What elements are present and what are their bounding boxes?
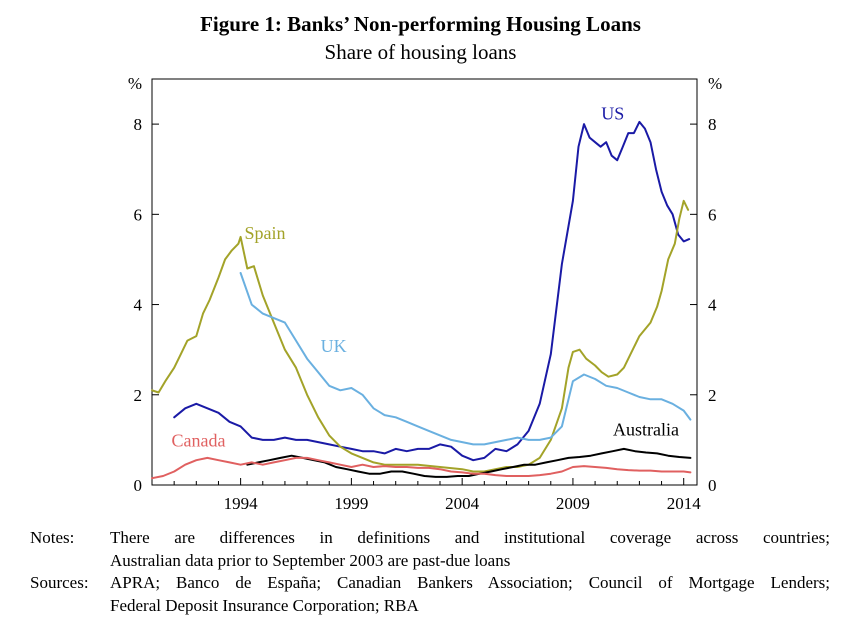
y-tick-label-left-0: 0	[134, 476, 143, 495]
y-unit-left: %	[128, 74, 142, 93]
series-lines	[151, 120, 692, 480]
y-unit-right: %	[708, 74, 722, 93]
notes-body: There are differences in definitions and…	[110, 527, 830, 572]
chart-axes: 0 0 2 2 4 4 6 6 8 8% % 1994 1999 2004 2009 2014	[128, 74, 722, 513]
y-tick-label-right-0: 0	[708, 476, 717, 495]
series-label-spain: Spain	[244, 223, 285, 243]
plot-frame	[151, 78, 698, 486]
sources-row: Sources: APRA; Banco de España; Canadian…	[30, 572, 830, 617]
series-line-canada	[151, 456, 692, 480]
y-tick-label-right-3: 6	[708, 205, 717, 224]
series-line-spain	[151, 199, 690, 473]
y-tick-label-left-3: 6	[134, 205, 143, 224]
series-line-uk	[239, 272, 692, 446]
series-label-us: US	[601, 104, 624, 124]
chart-subtitle: Share of housing loans	[324, 40, 517, 64]
notes-block: Notes: There are differences in definiti…	[30, 527, 830, 617]
notes-line-1: There are differences in definitions and…	[110, 528, 830, 547]
notes-label: Notes:	[30, 528, 75, 547]
x-tick-label-3: 2009	[556, 494, 590, 513]
sources-body: APRA; Banco de España; Canadian Bankers …	[110, 572, 830, 617]
notes-line-2: Australian data prior to September 2003 …	[110, 550, 511, 570]
notes-row: Notes: There are differences in definiti…	[30, 527, 830, 572]
chart-title: Figure 1: Banks’ Non-performing Housing …	[200, 12, 641, 36]
y-tick-label-left-1: 2	[134, 386, 143, 405]
x-tick-label-2: 2004	[445, 494, 480, 513]
series-labels: US Spain UK Australia Canada	[172, 104, 680, 451]
series-label-uk: UK	[321, 336, 347, 356]
x-tick-label-0: 1994	[224, 494, 259, 513]
sources-label: Sources:	[30, 573, 89, 592]
series-line-us	[173, 120, 691, 462]
y-tick-label-right-4: 8	[708, 115, 717, 134]
sources-line-2: Federal Deposit Insurance Corporation; R…	[110, 595, 419, 615]
line-chart: 0 0 2 2 4 4 6 6 8 8% % 1994 1999 2004 2009 2014 US Spain…	[128, 74, 722, 513]
y-tick-label-left-4: 8	[134, 115, 143, 134]
y-tick-label-right-2: 4	[708, 296, 717, 315]
series-label-canada: Canada	[172, 431, 226, 451]
x-tick-label-4: 2014	[667, 494, 702, 513]
series-label-australia: Australia	[613, 419, 679, 439]
y-tick-label-left-2: 4	[134, 296, 143, 315]
sources-line-1: APRA; Banco de España; Canadian Bankers …	[110, 573, 830, 592]
x-tick-label-1: 1999	[334, 494, 368, 513]
y-tick-label-right-1: 2	[708, 386, 717, 405]
